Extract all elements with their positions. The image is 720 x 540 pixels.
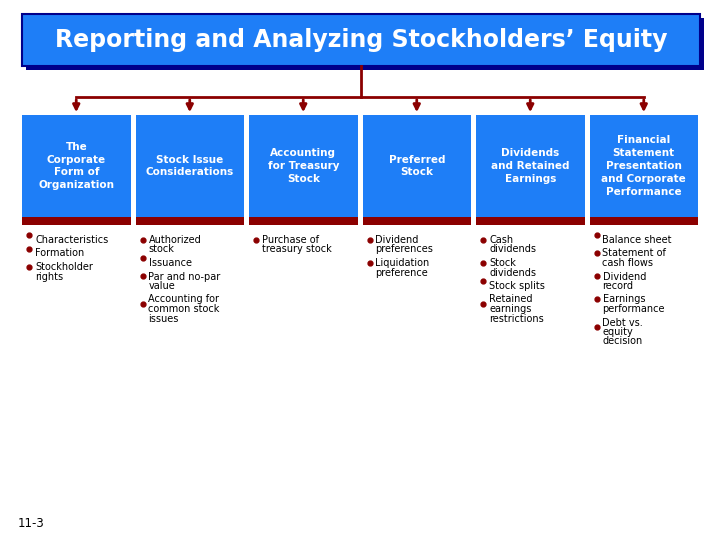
Text: Purchase of: Purchase of <box>262 235 319 245</box>
Text: Statement of: Statement of <box>603 248 667 259</box>
Text: Authorized: Authorized <box>148 235 202 245</box>
Text: dividends: dividends <box>489 267 536 278</box>
Text: Stock Issue
Considerations: Stock Issue Considerations <box>145 154 234 178</box>
Text: cash flows: cash flows <box>603 258 654 268</box>
Text: Par and no-par: Par and no-par <box>148 272 221 281</box>
Text: 11-3: 11-3 <box>18 517 45 530</box>
FancyBboxPatch shape <box>476 217 585 225</box>
FancyBboxPatch shape <box>590 217 698 225</box>
FancyBboxPatch shape <box>249 217 358 225</box>
Text: Financial
Statement
Presentation
and Corporate
Performance: Financial Statement Presentation and Cor… <box>601 136 686 197</box>
FancyBboxPatch shape <box>22 14 700 66</box>
Text: value: value <box>148 281 175 291</box>
Text: Stock: Stock <box>489 258 516 268</box>
FancyBboxPatch shape <box>362 115 471 225</box>
FancyBboxPatch shape <box>26 18 704 70</box>
Text: Characteristics: Characteristics <box>35 235 108 245</box>
Text: Dividend: Dividend <box>603 272 646 281</box>
FancyBboxPatch shape <box>135 217 244 225</box>
Text: Accounting
for Treasury
Stock: Accounting for Treasury Stock <box>268 148 339 184</box>
Text: equity: equity <box>603 327 634 337</box>
Text: Dividend: Dividend <box>376 235 419 245</box>
Text: record: record <box>603 281 634 291</box>
FancyBboxPatch shape <box>22 217 130 225</box>
Text: rights: rights <box>35 272 63 281</box>
Text: Balance sheet: Balance sheet <box>603 235 672 245</box>
FancyBboxPatch shape <box>249 115 358 225</box>
Text: Reporting and Analyzing Stockholders’ Equity: Reporting and Analyzing Stockholders’ Eq… <box>55 28 667 52</box>
Text: Cash: Cash <box>489 235 513 245</box>
FancyBboxPatch shape <box>362 217 471 225</box>
FancyBboxPatch shape <box>22 115 130 225</box>
Text: Stockholder: Stockholder <box>35 262 93 272</box>
FancyBboxPatch shape <box>476 115 585 225</box>
Text: preference: preference <box>376 267 428 278</box>
Text: Debt vs.: Debt vs. <box>603 318 643 327</box>
FancyBboxPatch shape <box>135 115 244 225</box>
Text: dividends: dividends <box>489 245 536 254</box>
Text: Retained: Retained <box>489 294 533 305</box>
Text: Formation: Formation <box>35 248 84 259</box>
Text: Dividends
and Retained
Earnings: Dividends and Retained Earnings <box>491 148 570 184</box>
Text: The
Corporate
Form of
Organization: The Corporate Form of Organization <box>38 142 114 190</box>
Text: common stock: common stock <box>148 304 220 314</box>
Text: Accounting for: Accounting for <box>148 294 220 305</box>
Text: issues: issues <box>148 314 179 323</box>
Text: restrictions: restrictions <box>489 314 544 323</box>
Text: Stock splits: Stock splits <box>489 281 545 291</box>
Text: Preferred
Stock: Preferred Stock <box>389 154 445 178</box>
Text: decision: decision <box>603 336 643 347</box>
FancyBboxPatch shape <box>590 115 698 225</box>
Text: preferences: preferences <box>376 245 433 254</box>
Text: Issuance: Issuance <box>148 258 192 268</box>
Text: Earnings: Earnings <box>603 294 645 305</box>
Text: earnings: earnings <box>489 304 531 314</box>
Text: performance: performance <box>603 304 665 314</box>
Text: stock: stock <box>148 245 174 254</box>
Text: Liquidation: Liquidation <box>376 258 430 268</box>
Text: treasury stock: treasury stock <box>262 245 332 254</box>
